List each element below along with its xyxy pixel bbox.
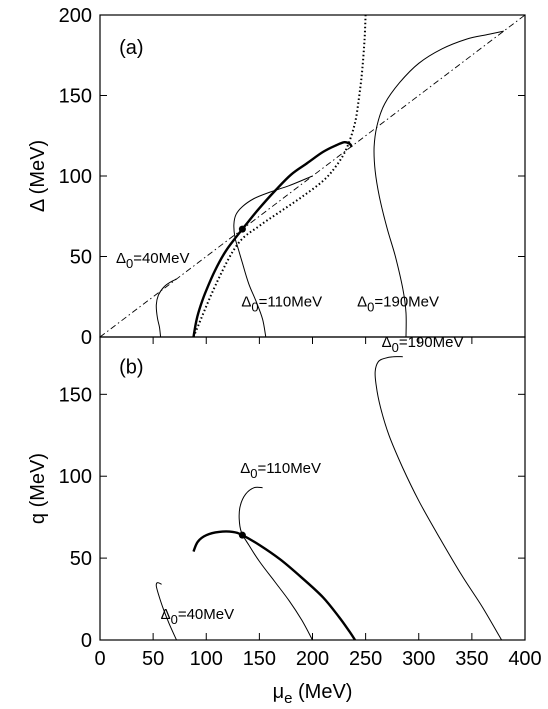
intersection-point <box>238 531 246 539</box>
x-tick-label: 400 <box>508 648 541 670</box>
curve-annotation: Δ0=40MeV <box>161 606 235 627</box>
curve-annotation: Δ0=110MeV <box>240 460 321 481</box>
panel-b: 0 50 100 150 0 50 100 150 200 250 300 350 400 q (MeV)… <box>27 334 542 707</box>
series-line-curve--0-40mev <box>155 278 177 337</box>
x-tick-label: 250 <box>349 648 382 670</box>
panel-label: (a) <box>119 37 143 59</box>
y-tick-label: 150 <box>59 384 92 406</box>
series-group <box>155 356 503 640</box>
x-tick-label: 150 <box>243 648 276 670</box>
y-tick-label: 100 <box>59 166 92 188</box>
y-tick-label: 0 <box>81 630 92 652</box>
series-group <box>100 15 525 337</box>
panel-a: 0 50 100 150 200 Δ (MeV) (a) Δ0=40MeV Δ0=110MeV Δ… <box>27 5 526 349</box>
series-line-curve--0-190mev <box>373 30 504 337</box>
series-line-curve--0-110mev <box>233 175 313 337</box>
y-axis-label: Δ (MeV) <box>27 140 49 212</box>
x-tick-label: 100 <box>190 648 223 670</box>
x-axis-label: μe (MeV) <box>273 681 353 707</box>
panel-label: (b) <box>119 356 143 378</box>
y-tick-label: 150 <box>59 86 92 108</box>
curve-annotation: Δ0=190MeV <box>357 294 439 315</box>
x-tick-label: 350 <box>455 648 488 670</box>
y-tick-label: 100 <box>59 466 92 488</box>
curve-annotation: Δ0=110MeV <box>241 294 322 315</box>
x-tick-label: 200 <box>296 648 329 670</box>
series-line-curve--0-190mev <box>374 356 503 640</box>
curve-annotation: Δ0=40MeV <box>116 250 190 271</box>
series-line-curve--0-110mev <box>238 486 313 640</box>
plot-frame <box>99 336 526 641</box>
series-line-thick-curve <box>192 140 353 337</box>
y-tick-label: 0 <box>81 327 92 349</box>
curve-annotation: Δ0=190MeV <box>382 334 464 355</box>
x-tick-label: 50 <box>142 648 164 670</box>
series-line-curve--0-40mev <box>155 582 177 640</box>
y-tick-label: 50 <box>70 247 92 269</box>
intersection-point <box>238 225 246 233</box>
x-tick-label: 0 <box>94 648 105 670</box>
y-tick-label: 200 <box>59 5 92 27</box>
series-line-thick-curve <box>192 530 357 640</box>
series-line-dotted-curve <box>192 15 367 337</box>
y-axis-label: q (MeV) <box>27 453 49 524</box>
y-tick-label: 50 <box>70 548 92 570</box>
x-tick-label: 300 <box>402 648 435 670</box>
